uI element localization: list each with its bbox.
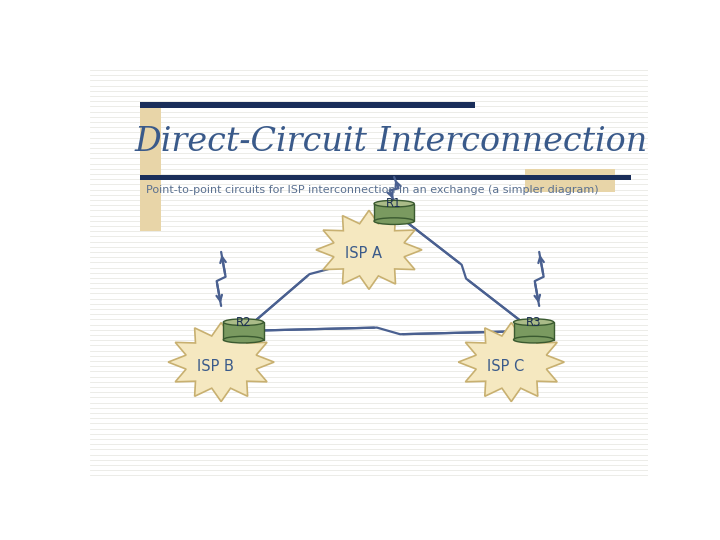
Bar <box>374 204 414 221</box>
Polygon shape <box>316 210 422 289</box>
Text: ISP B: ISP B <box>197 359 234 374</box>
Text: ISP A: ISP A <box>345 246 382 261</box>
Ellipse shape <box>374 218 414 225</box>
Bar <box>223 322 264 340</box>
FancyBboxPatch shape <box>140 106 161 231</box>
FancyBboxPatch shape <box>140 102 475 109</box>
Text: R1: R1 <box>387 197 402 210</box>
Text: Direct-Circuit Interconnection: Direct-Circuit Interconnection <box>135 126 648 158</box>
Text: ISP C: ISP C <box>487 359 524 374</box>
Ellipse shape <box>223 336 264 343</box>
Ellipse shape <box>223 319 264 326</box>
Polygon shape <box>459 322 564 402</box>
Text: R2: R2 <box>235 316 251 329</box>
Text: R3: R3 <box>526 316 541 329</box>
Ellipse shape <box>513 319 554 326</box>
FancyBboxPatch shape <box>140 175 631 180</box>
Bar <box>513 322 554 340</box>
Ellipse shape <box>374 200 414 207</box>
Ellipse shape <box>513 336 554 343</box>
Polygon shape <box>168 322 274 402</box>
Text: Point-to-point circuits for ISP interconnection in an exchange (a simpler diagra: Point-to-point circuits for ISP intercon… <box>145 185 598 194</box>
FancyBboxPatch shape <box>526 168 615 192</box>
